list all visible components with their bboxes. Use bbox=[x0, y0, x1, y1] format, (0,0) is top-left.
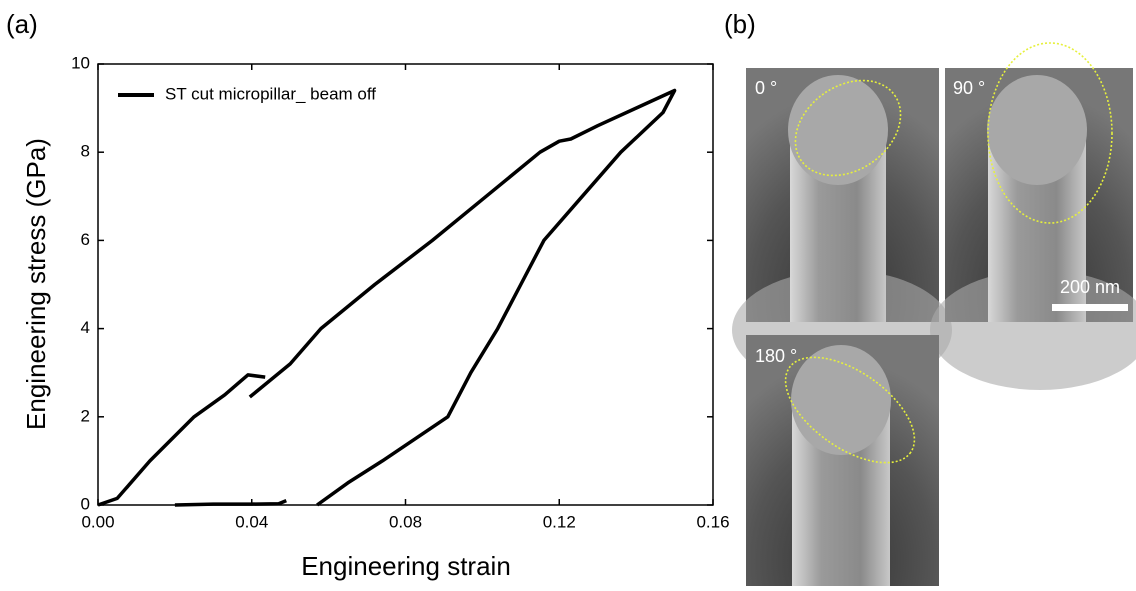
x-tick-label: 0.00 bbox=[81, 512, 114, 531]
panel-label: (a) bbox=[6, 9, 38, 39]
data-line bbox=[97, 88, 677, 507]
sem-image bbox=[746, 335, 939, 586]
x-axis-label: Engineering strain bbox=[301, 551, 511, 581]
scale-bar-label: 200 nm bbox=[1060, 277, 1120, 297]
image-label: 0 ° bbox=[755, 78, 777, 98]
legend-label: ST cut micropillar_ beam off bbox=[165, 84, 376, 103]
y-axis-label: Engineering stress (GPa) bbox=[21, 138, 51, 430]
panel-label: (b) bbox=[724, 9, 756, 39]
y-tick-label: 0 bbox=[81, 494, 90, 513]
y-tick-label: 6 bbox=[81, 230, 90, 249]
plot-frame bbox=[97, 63, 714, 506]
x-tick-label: 0.12 bbox=[543, 512, 576, 531]
image-label: 90 ° bbox=[953, 78, 985, 98]
image-label: 180 ° bbox=[755, 346, 797, 366]
x-tick-label: 0.16 bbox=[696, 512, 729, 531]
y-tick-label: 8 bbox=[81, 142, 90, 161]
sem-image bbox=[930, 42, 1136, 390]
x-tick-label: 0.04 bbox=[235, 512, 268, 531]
y-tick-label: 2 bbox=[81, 406, 90, 425]
x-tick-label: 0.08 bbox=[389, 512, 422, 531]
y-tick-label: 10 bbox=[71, 53, 90, 72]
y-tick-label: 4 bbox=[81, 318, 90, 337]
